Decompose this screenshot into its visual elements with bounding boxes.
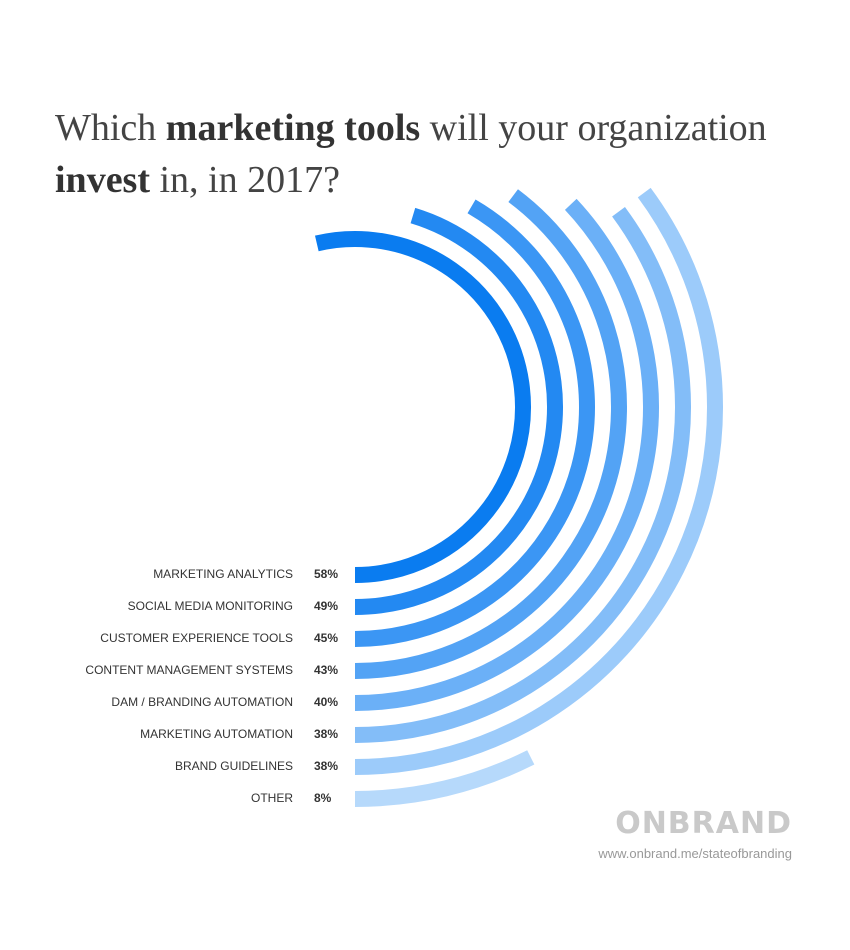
chart-title: invest in, in 2017? (55, 159, 340, 201)
category-label: SOCIAL MEDIA MONITORING (128, 599, 293, 613)
value-label: 58% (314, 567, 338, 581)
value-label: 49% (314, 599, 338, 613)
value-label: 38% (314, 759, 338, 773)
title-part: invest (55, 159, 150, 201)
chart-title: Which marketing tools will your organiza… (55, 107, 767, 149)
title-part: marketing tools (166, 107, 420, 149)
title-part: in, in 2017? (150, 159, 340, 201)
value-label: 38% (314, 727, 338, 741)
arc-bar (354, 187, 723, 775)
category-label: MARKETING AUTOMATION (140, 727, 293, 741)
value-label: 8% (314, 791, 332, 805)
source: www.onbrand.me/stateofbranding (597, 846, 792, 861)
title-part: will your organization (420, 107, 767, 149)
arc-bar (354, 198, 659, 711)
logo: ONBRAND (615, 806, 792, 841)
arc-bar (354, 750, 535, 807)
title-part: Which (55, 107, 166, 149)
category-label: MARKETING ANALYTICS (153, 567, 293, 581)
category-label: DAM / BRANDING AUTOMATION (111, 695, 293, 709)
arc-bar (354, 207, 563, 615)
value-label: 43% (314, 663, 338, 677)
value-label: 45% (314, 631, 338, 645)
arc-bar (354, 206, 691, 743)
category-label: OTHER (251, 791, 293, 805)
arc-bar (354, 189, 627, 679)
category-label: BRAND GUIDELINES (175, 759, 293, 773)
category-label: CONTENT MANAGEMENT SYSTEMS (85, 663, 293, 677)
arc-bar (315, 231, 531, 583)
category-label: CUSTOMER EXPERIENCE TOOLS (100, 631, 293, 645)
arc-bar (354, 199, 595, 647)
value-label: 40% (314, 695, 338, 709)
